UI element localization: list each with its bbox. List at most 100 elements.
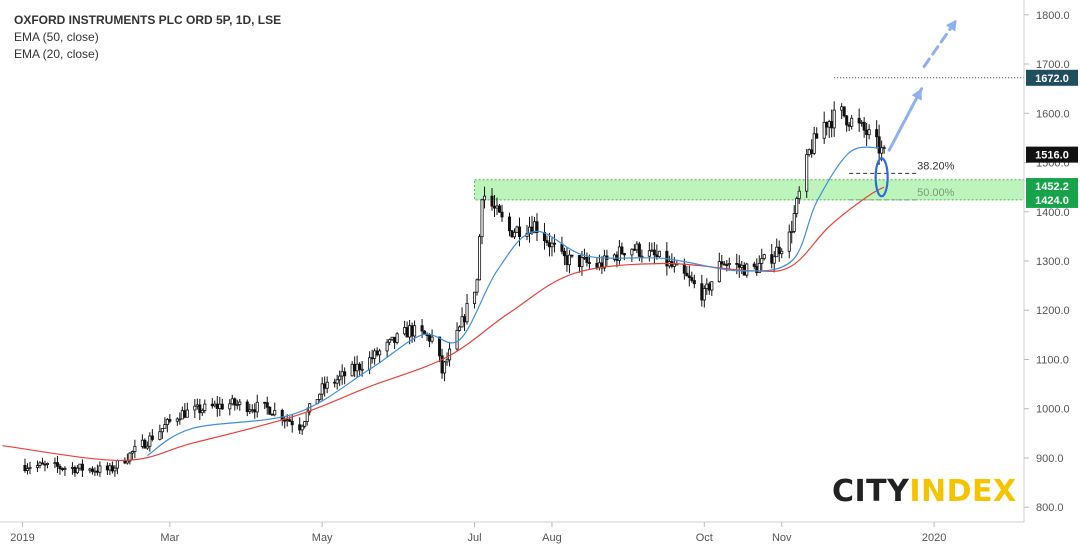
candle-body [807, 149, 811, 155]
candle-body [473, 291, 477, 304]
time-tick-label: Mar [160, 532, 179, 544]
candle-body [650, 249, 654, 252]
candle-body [478, 236, 482, 281]
candle-body [483, 195, 487, 201]
candle-body [318, 393, 322, 400]
candle-body [133, 446, 137, 452]
candle-body [490, 195, 494, 207]
candle-body [792, 213, 796, 232]
candle-body [805, 154, 809, 192]
candle-body [812, 133, 816, 154]
candle-body [770, 254, 774, 264]
candle-body [168, 419, 172, 422]
candle-body [725, 264, 729, 267]
candle-body [640, 255, 644, 258]
fib-label-1: 50.00% [917, 187, 955, 199]
time-tick-label: Oct [696, 532, 713, 544]
highlight-ellipse [874, 157, 889, 198]
candle-body [90, 468, 94, 472]
candle-body [515, 226, 519, 233]
price-tick-label: 1600.0 [1036, 108, 1070, 120]
candle-body [283, 419, 287, 422]
candle-body [178, 418, 182, 421]
candle-body [815, 133, 819, 139]
candle-body [797, 190, 801, 199]
candle-body [325, 381, 329, 389]
price-axis-panel [1024, 0, 1080, 522]
candle-body [350, 363, 354, 377]
candle-body [463, 316, 467, 323]
candle-body [375, 350, 379, 356]
candle-body [220, 403, 224, 410]
candle-body [43, 463, 47, 466]
candle-body [865, 129, 869, 136]
candle-body [280, 409, 284, 421]
candle-body [692, 280, 696, 285]
candle-body [448, 348, 452, 361]
candle-body [632, 248, 636, 251]
candle-body [495, 205, 499, 209]
candle-body [368, 357, 372, 370]
time-tick-label: Jul [468, 532, 482, 544]
candle-body [877, 136, 881, 154]
arrow-head-1 [945, 19, 957, 32]
candle-body [840, 106, 844, 111]
candle-body [333, 381, 337, 384]
candle-body [105, 465, 109, 471]
candle-body [113, 467, 117, 472]
candle-body [93, 470, 97, 473]
candle-body [577, 255, 581, 268]
candle-body [647, 250, 651, 257]
candle-body [185, 409, 189, 418]
candle-body [115, 460, 119, 469]
candle-body [552, 242, 556, 245]
candle-body [710, 281, 714, 291]
candle-body [143, 439, 147, 449]
candle-body [655, 254, 659, 258]
price-label-bg [1026, 69, 1078, 86]
candle-body [193, 405, 197, 411]
candle-body [290, 421, 294, 426]
candle-body [727, 263, 731, 266]
price-label-bg [1026, 191, 1078, 208]
candle-body [547, 242, 551, 248]
arrow-head-0 [911, 88, 922, 101]
brand-logo: CITYINDEX [832, 474, 1017, 509]
candle-body [430, 336, 434, 342]
candle-body [497, 205, 502, 213]
candle-body [303, 421, 307, 427]
candle-body [857, 117, 861, 124]
candle-body [775, 246, 779, 258]
candle-body [722, 263, 726, 266]
candle-body [720, 261, 724, 265]
time-tick-label: 2019 [10, 532, 34, 544]
candle-body [343, 371, 347, 377]
candle-body [265, 402, 269, 408]
candle-body [28, 467, 32, 469]
chart-legend: OXFORD INSTRUMENTS PLC ORD 5P, 1D, LSE E… [14, 12, 281, 63]
candle-body [682, 263, 686, 274]
candle-body [70, 466, 74, 469]
price-tick-label: 1400.0 [1036, 207, 1070, 219]
candle-body [612, 254, 616, 260]
candle-body [507, 216, 512, 232]
candle-body [842, 106, 846, 117]
candle-body [378, 350, 382, 356]
candle-body [233, 398, 237, 406]
candle-body [353, 363, 357, 372]
candle-body [245, 401, 249, 412]
candle-body [403, 327, 407, 335]
candle-body [200, 410, 204, 414]
candle-body [235, 404, 239, 406]
candle-body [373, 350, 377, 359]
candle-body [595, 262, 599, 268]
candle-body [288, 419, 292, 422]
candle-body [635, 243, 639, 251]
candle-body [762, 254, 766, 259]
candle-body [510, 230, 514, 238]
candle-body [875, 129, 879, 138]
candle-body [717, 261, 721, 283]
candle-body [622, 253, 626, 256]
price-tick-label: 800.0 [1036, 502, 1064, 514]
candle-body [702, 288, 706, 301]
